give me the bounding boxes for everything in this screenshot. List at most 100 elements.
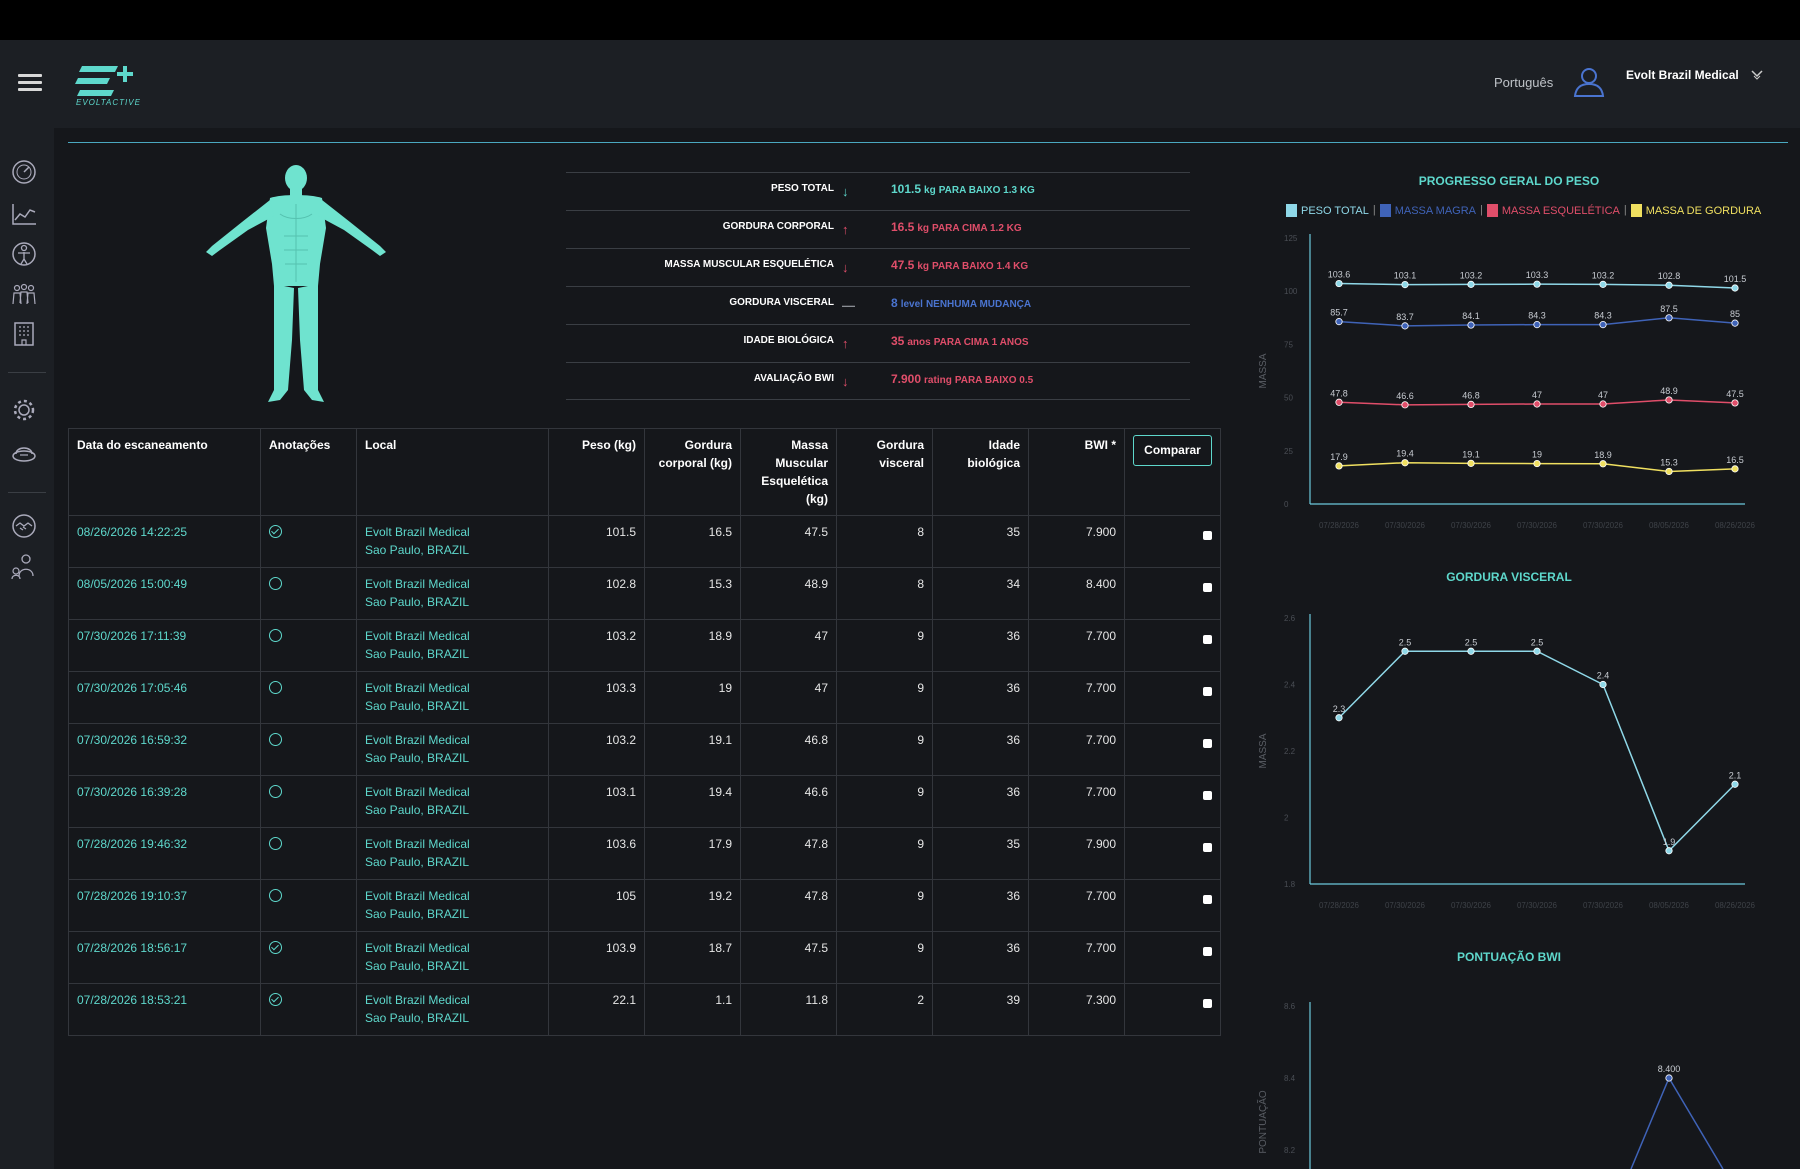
scan-date-link[interactable]: 07/28/2026 19:10:37 bbox=[68, 879, 261, 932]
location-city: Sao Paulo, BRAZIL bbox=[365, 1011, 470, 1025]
scan-date-link[interactable]: 07/28/2026 18:56:17 bbox=[68, 931, 261, 984]
data-label: 18.9 bbox=[1594, 450, 1612, 460]
legend-item[interactable]: PESO TOTAL bbox=[1286, 204, 1369, 217]
note-circle-icon[interactable] bbox=[269, 733, 282, 746]
y-tick-label: 25 bbox=[1284, 447, 1293, 456]
compare-checkbox[interactable] bbox=[1203, 999, 1212, 1008]
scanner-icon[interactable] bbox=[10, 438, 38, 466]
scan-date-link[interactable]: 07/30/2026 16:59:32 bbox=[68, 723, 261, 776]
compare-checkbox[interactable] bbox=[1203, 739, 1212, 748]
location-cell: Evolt Brazil Medical Sao Paulo, BRAZIL bbox=[356, 671, 549, 724]
column-header-weight[interactable]: Peso (kg) bbox=[548, 428, 645, 516]
data-label: 103.3 bbox=[1526, 270, 1549, 280]
data-label: 46.8 bbox=[1462, 390, 1480, 400]
location-city: Sao Paulo, BRAZIL bbox=[365, 751, 470, 765]
compare-checkbox[interactable] bbox=[1203, 687, 1212, 696]
data-label: 87.5 bbox=[1660, 304, 1678, 314]
language-selector[interactable]: Português bbox=[1494, 75, 1554, 90]
metric-value: 47.5 kg PARA BAIXO 1.4 KG bbox=[891, 258, 1028, 272]
note-check-circle-icon[interactable] bbox=[269, 993, 282, 1006]
column-header-bwi[interactable]: BWI * bbox=[1028, 428, 1125, 516]
table-row[interactable]: 07/30/2026 17:05:46 Evolt Brazil Medical… bbox=[68, 671, 1221, 724]
weight-cell: 103.9 bbox=[548, 931, 645, 984]
scan-date-link[interactable]: 08/05/2026 15:00:49 bbox=[68, 567, 261, 620]
data-label: 47 bbox=[1598, 390, 1608, 400]
scan-date-link[interactable]: 08/26/2026 14:22:25 bbox=[68, 515, 261, 568]
note-check-circle-icon[interactable] bbox=[269, 525, 282, 538]
visceral-cell: 9 bbox=[836, 723, 933, 776]
y-tick-label: 1.8 bbox=[1284, 880, 1296, 889]
location-city: Sao Paulo, BRAZIL bbox=[365, 543, 470, 557]
scan-date-link[interactable]: 07/30/2026 17:11:39 bbox=[68, 619, 261, 672]
legend-swatch bbox=[1486, 204, 1498, 217]
column-header-visceral[interactable]: Gordura visceral bbox=[836, 428, 933, 516]
legend-label: MASSA MAGRA bbox=[1394, 204, 1477, 217]
table-row[interactable]: 07/30/2026 16:59:32 Evolt Brazil Medical… bbox=[68, 723, 1221, 776]
user-name[interactable]: Evolt Brazil Medical bbox=[1626, 68, 1739, 82]
compare-checkbox[interactable] bbox=[1203, 843, 1212, 852]
table-row[interactable]: 07/30/2026 17:11:39 Evolt Brazil Medical… bbox=[68, 619, 1221, 672]
table-row[interactable]: 07/28/2026 19:10:37 Evolt Brazil Medical… bbox=[68, 879, 1221, 932]
user-avatar-icon[interactable] bbox=[1572, 65, 1606, 99]
bio-age-cell: 35 bbox=[932, 515, 1029, 568]
metric-number: 35 bbox=[891, 334, 905, 348]
compare-button[interactable]: Comparar bbox=[1133, 435, 1212, 466]
legend-item[interactable]: MASSA DE GORDURA bbox=[1630, 204, 1761, 217]
scan-date-link[interactable]: 07/28/2026 19:46:32 bbox=[68, 827, 261, 880]
note-circle-icon[interactable] bbox=[269, 681, 282, 694]
location-name: Evolt Brazil Medical bbox=[365, 629, 470, 643]
compare-checkbox[interactable] bbox=[1203, 895, 1212, 904]
metric-label: GORDURA VISCERAL bbox=[729, 297, 834, 308]
people-group-icon[interactable] bbox=[10, 280, 38, 308]
data-point bbox=[1665, 396, 1673, 404]
note-circle-icon[interactable] bbox=[269, 577, 282, 590]
data-point bbox=[1599, 321, 1607, 329]
table-row[interactable]: 07/28/2026 18:53:21 Evolt Brazil Medical… bbox=[68, 983, 1221, 1036]
table-row[interactable]: 07/28/2026 19:46:32 Evolt Brazil Medical… bbox=[68, 827, 1221, 880]
table-row[interactable]: 08/26/2026 14:22:25 Evolt Brazil Medical… bbox=[68, 515, 1221, 568]
notes-cell bbox=[260, 775, 357, 828]
data-point bbox=[1335, 398, 1343, 406]
scan-date-link[interactable]: 07/30/2026 17:05:46 bbox=[68, 671, 261, 724]
line-chart-icon[interactable] bbox=[10, 200, 38, 228]
legend-item[interactable]: MASSA ESQUELÉTICA bbox=[1486, 204, 1620, 217]
note-circle-icon[interactable] bbox=[269, 837, 282, 850]
settings-icon[interactable] bbox=[10, 396, 38, 424]
note-check-circle-icon[interactable] bbox=[269, 941, 282, 954]
column-header-muscle[interactable]: Massa Muscular Esquelética (kg) bbox=[740, 428, 837, 516]
building-icon[interactable] bbox=[10, 320, 38, 348]
scan-date-link[interactable]: 07/30/2026 16:39:28 bbox=[68, 775, 261, 828]
table-row[interactable]: 08/05/2026 15:00:49 Evolt Brazil Medical… bbox=[68, 567, 1221, 620]
note-circle-icon[interactable] bbox=[269, 785, 282, 798]
metric-row: PESO TOTAL ↓ 101.5 kg PARA BAIXO 1.3 KG bbox=[566, 172, 1190, 210]
bwi-cell: 7.700 bbox=[1028, 775, 1125, 828]
compare-checkbox[interactable] bbox=[1203, 947, 1212, 956]
notes-cell bbox=[260, 619, 357, 672]
evolt-logo-icon[interactable] bbox=[74, 58, 144, 118]
column-header-location[interactable]: Local bbox=[356, 428, 549, 516]
gauge-icon[interactable] bbox=[10, 158, 38, 186]
column-header-bio-age[interactable]: Idade biológica bbox=[932, 428, 1029, 516]
users-admin-icon[interactable] bbox=[10, 552, 38, 580]
trend-arrow-icon: ↓ bbox=[842, 184, 849, 199]
scan-date-link[interactable]: 07/28/2026 18:53:21 bbox=[68, 983, 261, 1036]
location-name: Evolt Brazil Medical bbox=[365, 889, 470, 903]
body-scan-icon[interactable] bbox=[10, 240, 38, 268]
column-header-body-fat[interactable]: Gordura corporal (kg) bbox=[644, 428, 741, 516]
table-row[interactable]: 07/30/2026 16:39:28 Evolt Brazil Medical… bbox=[68, 775, 1221, 828]
compare-checkbox[interactable] bbox=[1203, 531, 1212, 540]
column-header-date[interactable]: Data do escaneamento bbox=[68, 428, 261, 516]
compare-checkbox[interactable] bbox=[1203, 635, 1212, 644]
location-name: Evolt Brazil Medical bbox=[365, 785, 470, 799]
metric-unit: rating bbox=[924, 375, 952, 386]
compare-checkbox[interactable] bbox=[1203, 791, 1212, 800]
chevron-down-icon[interactable] bbox=[1750, 68, 1764, 80]
note-circle-icon[interactable] bbox=[269, 629, 282, 642]
menu-icon[interactable] bbox=[18, 74, 42, 92]
compare-checkbox[interactable] bbox=[1203, 583, 1212, 592]
handshake-icon[interactable] bbox=[10, 512, 38, 540]
note-circle-icon[interactable] bbox=[269, 889, 282, 902]
table-row[interactable]: 07/28/2026 18:56:17 Evolt Brazil Medical… bbox=[68, 931, 1221, 984]
metric-unit: kg bbox=[917, 223, 930, 234]
legend-item[interactable]: MASSA MAGRA bbox=[1379, 204, 1477, 217]
